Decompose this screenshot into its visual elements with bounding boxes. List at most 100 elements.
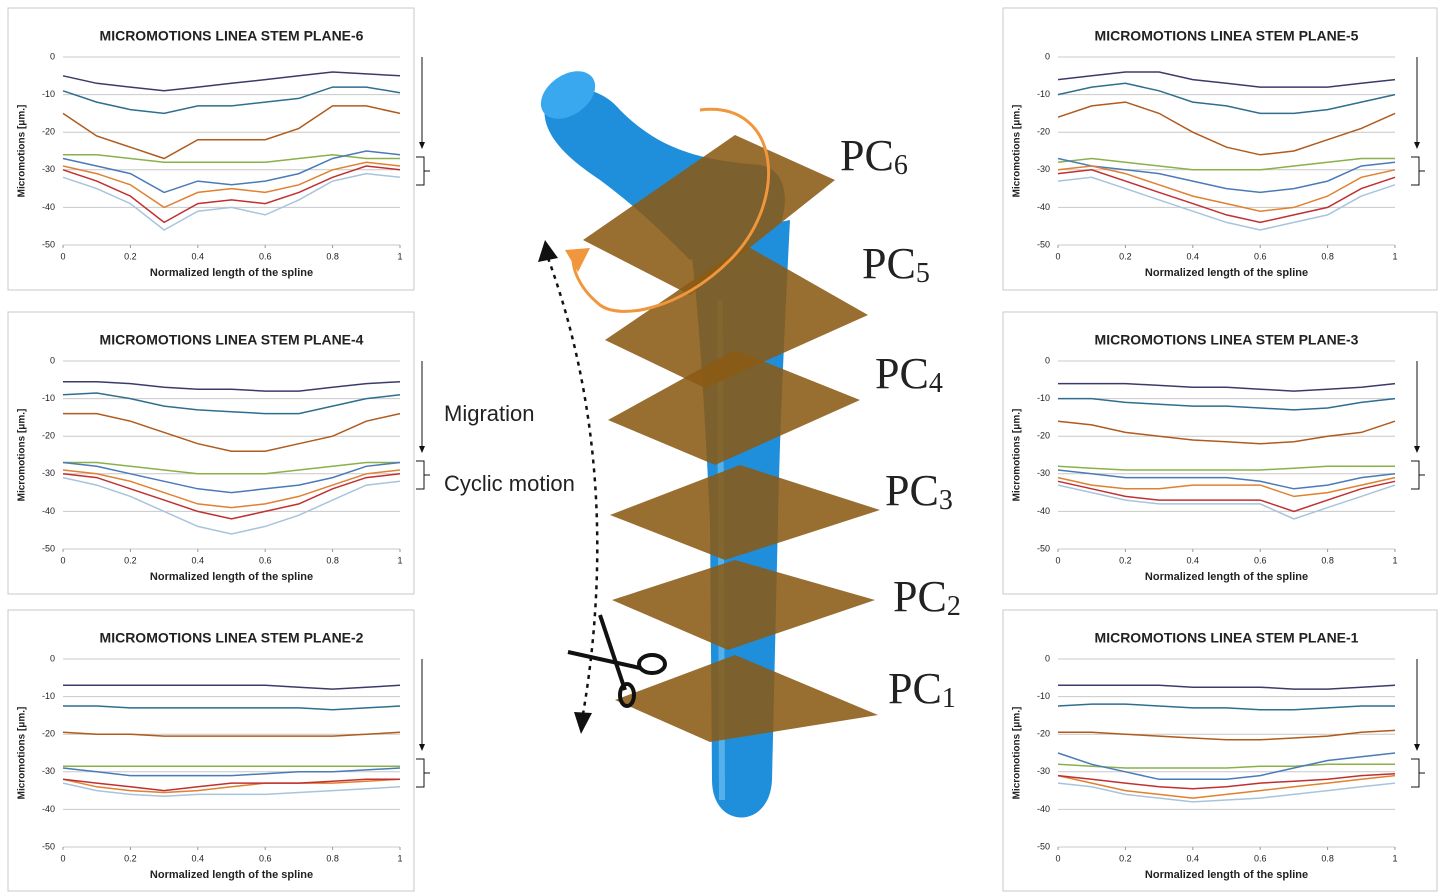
x-axis-label: Normalized length of the spline [150, 869, 313, 881]
plane-label-sub: 5 [916, 258, 930, 289]
x-tick-label: 0 [1055, 555, 1060, 565]
plane-label-main: PC [840, 131, 894, 180]
y-tick-label: -10 [1037, 89, 1050, 99]
plane-label-main: PC [888, 664, 942, 713]
chart-panel: MICROMOTIONS LINEA STEM PLANE-6 -50 -40 -30… [7, 7, 430, 291]
y-tick-label: -30 [42, 164, 55, 174]
x-tick-label: 0.4 [1187, 853, 1200, 863]
x-axis-label: Normalized length of the spline [150, 571, 313, 583]
data-line [1057, 71, 1396, 88]
panel-frame [7, 311, 415, 595]
x-tick-label: 0.8 [1321, 853, 1334, 863]
x-tick-label: 0.8 [326, 853, 339, 863]
arrowhead [574, 712, 592, 734]
arrowhead [1414, 744, 1420, 751]
y-tick-label: 0 [50, 653, 55, 663]
data-line [1057, 484, 1396, 520]
data-line [62, 473, 401, 520]
x-tick-label: 1 [1392, 251, 1397, 261]
data-line [62, 161, 401, 209]
data-line [62, 150, 401, 194]
data-line [1057, 169, 1396, 224]
x-tick-label: 0.8 [326, 555, 339, 565]
data-line [1057, 782, 1396, 803]
data-line [62, 392, 401, 415]
plane-label: PC3 [885, 466, 953, 516]
chart-panel: MICROMOTIONS LINEA STEM PLANE-1 -50 -40 -30… [1002, 609, 1438, 892]
x-tick-label: 0.6 [1254, 555, 1267, 565]
data-line [1057, 469, 1396, 490]
data-line [62, 172, 401, 231]
data-line [62, 461, 401, 494]
y-tick-label: -10 [1037, 691, 1050, 701]
plane-label-main: PC [893, 572, 947, 621]
x-axis-label: Normalized length of the spline [1145, 869, 1308, 881]
x-tick-label: 0.4 [1187, 555, 1200, 565]
arrowhead [419, 446, 425, 453]
x-tick-label: 0.6 [259, 853, 272, 863]
y-tick-label: -30 [42, 468, 55, 478]
x-tick-label: 0.8 [1321, 555, 1334, 565]
data-line [63, 412, 401, 452]
y-axis-label: Micromotions [μm.] [1012, 409, 1023, 502]
cluster-bracket [416, 758, 430, 788]
y-tick-label: -30 [1037, 164, 1050, 174]
arrowhead [538, 240, 558, 262]
x-tick-label: 0.8 [326, 251, 339, 261]
y-tick-label: -30 [42, 766, 55, 776]
x-tick-label: 0.6 [1254, 853, 1267, 863]
plane [608, 350, 860, 465]
y-tick-label: 0 [1045, 355, 1050, 365]
data-line [1057, 763, 1395, 769]
plane-label-main: PC [885, 466, 939, 515]
chart-panel: MICROMOTIONS LINEA STEM PLANE-2 -50 -40 -30… [7, 609, 430, 892]
x-tick-label: 0 [1055, 853, 1060, 863]
plane-label: PC1 [888, 664, 956, 714]
panel-frame [7, 609, 415, 892]
x-tick-label: 0.4 [192, 853, 205, 863]
y-tick-label: -20 [42, 729, 55, 739]
data-line [1058, 684, 1396, 690]
chart-title: MICROMOTIONS LINEA STEM PLANE-3 [1095, 332, 1359, 348]
x-tick-label: 1 [1392, 555, 1397, 565]
x-tick-label: 0 [60, 251, 65, 261]
x-tick-label: 0.2 [124, 853, 137, 863]
arrowhead [1414, 142, 1420, 149]
data-line [63, 461, 400, 475]
y-tick-label: -10 [42, 691, 55, 701]
y-axis-label: Micromotions [μm.] [17, 105, 28, 198]
chart-panel: MICROMOTIONS LINEA STEM PLANE-4 -50 -40 -30… [7, 311, 430, 595]
x-tick-label: 0 [60, 555, 65, 565]
data-line [1057, 465, 1395, 471]
data-line [1057, 703, 1395, 711]
data-line [1057, 101, 1396, 156]
x-tick-label: 0.2 [124, 251, 137, 261]
data-line [63, 705, 401, 711]
y-tick-label: 0 [1045, 51, 1050, 61]
plane-label-main: PC [862, 239, 916, 288]
x-tick-label: 0.6 [1254, 251, 1267, 261]
data-line [62, 165, 401, 224]
x-tick-label: 0.4 [192, 555, 205, 565]
data-line [62, 86, 401, 115]
data-line [1057, 774, 1396, 799]
data-line [1057, 157, 1395, 171]
plane-label-sub: 4 [929, 368, 943, 399]
x-tick-label: 0.2 [1119, 853, 1132, 863]
x-tick-label: 1 [397, 555, 402, 565]
plane [583, 135, 835, 295]
y-tick-label: -50 [1037, 543, 1050, 553]
data-line [1057, 420, 1396, 445]
cluster-bracket [416, 460, 430, 490]
cluster-bracket [1411, 156, 1425, 186]
y-tick-label: -20 [42, 127, 55, 137]
plane [605, 245, 868, 388]
data-line [62, 476, 401, 535]
chart-panel: MICROMOTIONS LINEA STEM PLANE-3 -50 -40 -30… [1002, 311, 1438, 595]
x-tick-label: 1 [1392, 853, 1397, 863]
y-tick-label: -50 [1037, 239, 1050, 249]
chart-title: MICROMOTIONS LINEA STEM PLANE-4 [100, 332, 364, 348]
plane-label-sub: 6 [894, 150, 908, 181]
y-tick-label: -20 [1037, 127, 1050, 137]
x-tick-label: 1 [397, 853, 402, 863]
